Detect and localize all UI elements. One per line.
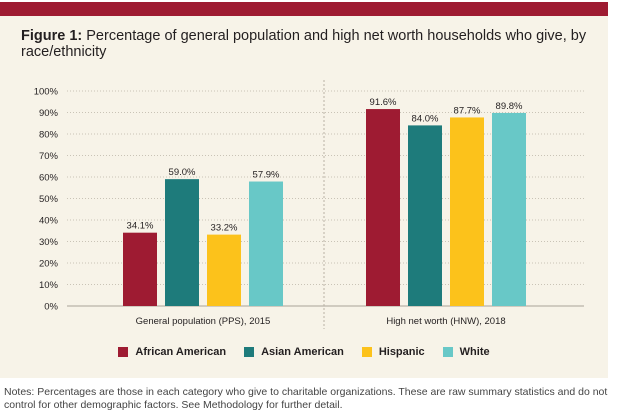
y-tick-label: 20% <box>39 259 59 270</box>
legend-swatch <box>244 347 255 357</box>
y-tick-label: 50% <box>39 194 59 205</box>
y-tick-labels: 0% 10% 20% 30% 40% 50% 60% 70% 80% 90% 100% <box>34 87 59 313</box>
bar-value-label: 87.7% <box>454 105 481 116</box>
x-category-label: General population (PPS), 2015 <box>136 316 271 327</box>
legend-label: Asian American <box>261 346 344 358</box>
bar <box>165 179 199 306</box>
bar-value-label: 91.6% <box>370 97 397 108</box>
bar-value-label: 84.0% <box>412 113 439 124</box>
figure-title: Figure 1: Percentage of general populati… <box>21 28 591 60</box>
legend-swatch <box>118 347 129 357</box>
bar <box>408 125 442 307</box>
y-tick-label: 70% <box>39 151 59 162</box>
legend-item: White <box>442 346 490 358</box>
legend-item: African American <box>118 346 226 358</box>
legend: African American Asian American Hispanic Wh… <box>0 346 608 358</box>
legend-swatch <box>442 347 453 357</box>
bar-value-label: 89.8% <box>496 101 523 112</box>
x-category-label: High net worth (HNW), 2018 <box>386 316 505 327</box>
y-tick-label: 80% <box>39 130 59 141</box>
y-tick-label: 60% <box>39 173 59 184</box>
legend-label: White <box>459 346 490 358</box>
y-tick-label: 100% <box>34 87 59 98</box>
legend-item: Asian American <box>244 346 344 358</box>
legend-swatch <box>361 347 372 357</box>
y-tick-label: 0% <box>44 302 58 313</box>
figure-label: Figure 1: <box>21 28 83 44</box>
bar-value-label: 34.1% <box>127 221 154 232</box>
bar <box>249 181 283 306</box>
bar-value-labels: 34.1% 59.0% 33.2% 57.9% 91.6% 84.0% 87.7% 89.8% <box>127 97 523 234</box>
bar <box>366 109 400 306</box>
bars <box>123 109 526 307</box>
bar-value-label: 33.2% <box>211 223 238 234</box>
bar <box>123 232 157 306</box>
y-tick-label: 90% <box>39 108 59 119</box>
legend-item: Hispanic <box>361 346 425 358</box>
y-tick-label: 10% <box>39 280 59 291</box>
legend-label: African American <box>135 346 227 358</box>
notes: Notes: Percentages are those in each cat… <box>4 386 608 411</box>
header-bar <box>0 2 608 16</box>
bar-chart: 0% 10% 20% 30% 40% 50% 60% 70% 80% 90% 100% 34.1% 5… <box>34 80 584 329</box>
bar-value-label: 57.9% <box>253 170 280 181</box>
bar-value-label: 59.0% <box>169 167 196 178</box>
legend-label: Hispanic <box>378 346 425 358</box>
y-tick-label: 30% <box>39 237 59 248</box>
x-category-labels: General population (PPS), 2015 High net w… <box>136 316 506 327</box>
bar <box>450 117 484 306</box>
figure-panel: Figure 1: Percentage of general populati… <box>0 16 608 378</box>
bar <box>207 234 241 306</box>
y-tick-label: 40% <box>39 216 59 227</box>
bar <box>492 112 526 307</box>
figure-title-text: Percentage of general population and hig… <box>21 28 587 60</box>
